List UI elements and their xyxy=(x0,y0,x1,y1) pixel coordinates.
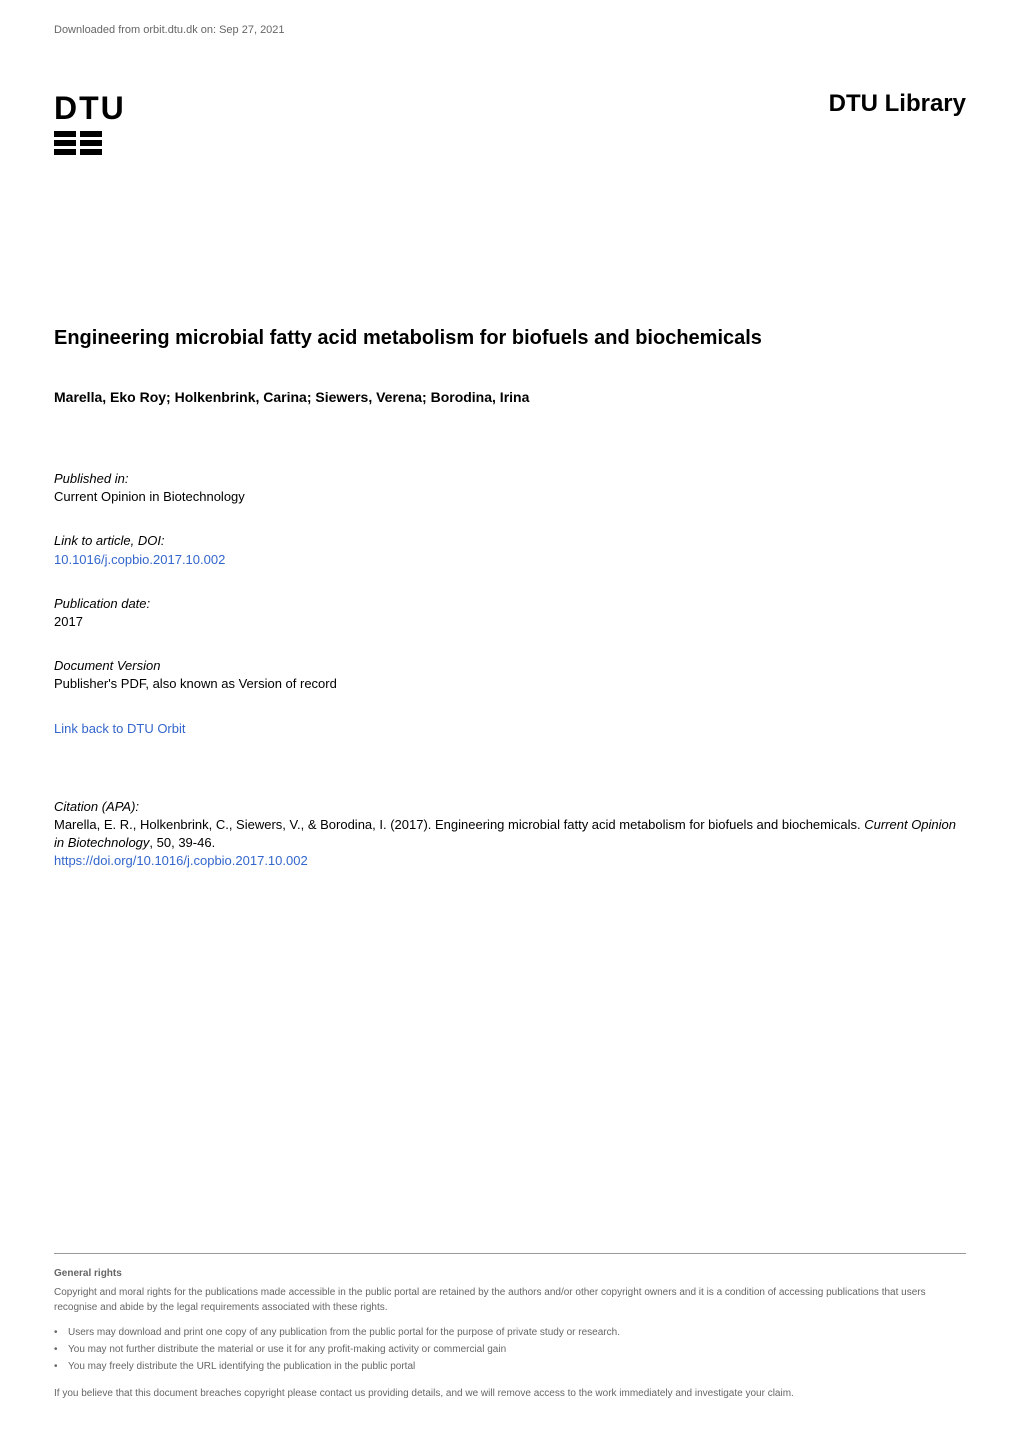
doc-version-value: Publisher's PDF, also known as Version o… xyxy=(54,675,966,693)
general-rights-section: General rights Copyright and moral right… xyxy=(54,1253,966,1401)
doi-block: Link to article, DOI: 10.1016/j.copbio.2… xyxy=(54,532,966,568)
orbit-link-block: Link back to DTU Orbit xyxy=(54,720,966,738)
pub-date-block: Publication date: 2017 xyxy=(54,595,966,631)
rights-bullet-2: You may not further distribute the mater… xyxy=(68,1342,966,1357)
citation-text: Marella, E. R., Holkenbrink, C., Siewers… xyxy=(54,816,966,852)
citation-prefix: Marella, E. R., Holkenbrink, C., Siewers… xyxy=(54,817,864,832)
rights-title: General rights xyxy=(54,1266,966,1281)
doc-version-block: Document Version Publisher's PDF, also k… xyxy=(54,657,966,693)
doi-link[interactable]: 10.1016/j.copbio.2017.10.002 xyxy=(54,552,225,567)
published-in-label: Published in: xyxy=(54,470,966,488)
paper-title: Engineering microbial fatty acid metabol… xyxy=(54,325,966,351)
rights-list: Users may download and print one copy of… xyxy=(54,1325,966,1374)
main-content: Engineering microbial fatty acid metabol… xyxy=(54,325,966,870)
pub-date-label: Publication date: xyxy=(54,595,966,613)
doc-version-label: Document Version xyxy=(54,657,966,675)
pub-date-value: 2017 xyxy=(54,613,966,631)
citation-block: Citation (APA): Marella, E. R., Holkenbr… xyxy=(54,798,966,871)
dtu-logo-lines-icon xyxy=(54,131,102,155)
citation-label: Citation (APA): xyxy=(54,798,966,816)
download-timestamp: Downloaded from orbit.dtu.dk on: Sep 27,… xyxy=(54,24,285,36)
citation-doi-link[interactable]: https://doi.org/10.1016/j.copbio.2017.10… xyxy=(54,853,308,868)
paper-authors: Marella, Eko Roy; Holkenbrink, Carina; S… xyxy=(54,389,966,405)
dtu-logo: DTU xyxy=(54,90,126,155)
dtu-logo-text: DTU xyxy=(54,90,126,127)
published-in-value: Current Opinion in Biotechnology xyxy=(54,488,966,506)
orbit-backlink[interactable]: Link back to DTU Orbit xyxy=(54,721,186,736)
rights-intro: Copyright and moral rights for the publi… xyxy=(54,1285,966,1315)
page-header: DTU DTU Library xyxy=(54,90,966,155)
citation-volume-pages: , 50, 39-46. xyxy=(149,835,215,850)
rights-closing: If you believe that this document breach… xyxy=(54,1386,966,1401)
published-in-block: Published in: Current Opinion in Biotech… xyxy=(54,470,966,506)
rights-bullet-3: You may freely distribute the URL identi… xyxy=(68,1359,966,1374)
doi-label: Link to article, DOI: xyxy=(54,532,966,550)
dtu-library-label: DTU Library xyxy=(829,90,966,118)
rights-bullet-1: Users may download and print one copy of… xyxy=(68,1325,966,1340)
